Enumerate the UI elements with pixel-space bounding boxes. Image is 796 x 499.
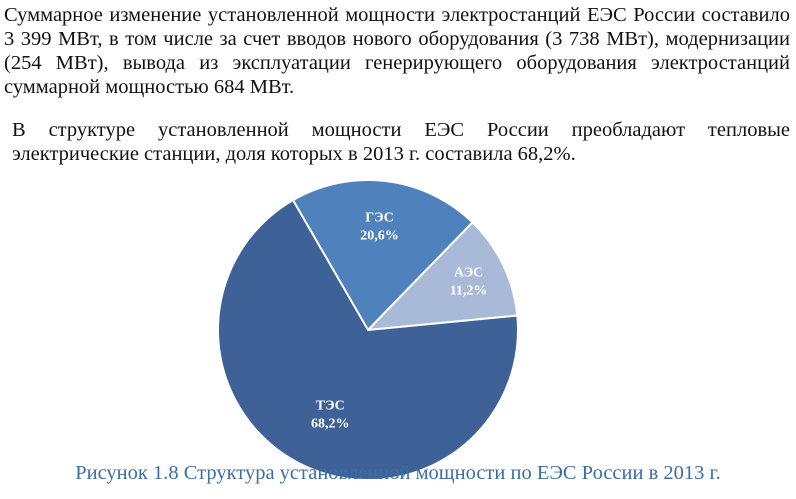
slice-category-label: ГЭС [365, 211, 394, 226]
slice-value-label: 20,6% [360, 229, 399, 244]
figure-caption: Рисунок 1.8 Структура установленной мощн… [75, 462, 721, 484]
slice-category-label: АЭС [454, 265, 483, 280]
paragraph-capacity-structure: В структуре установленной мощности ЕЭС Р… [12, 119, 790, 165]
pie-slice-2 [365, 220, 519, 332]
slice-category-label: ТЭС [316, 398, 345, 413]
slice-value-label: 68,2% [311, 416, 350, 431]
pie-slice-1 [291, 179, 474, 332]
slice-value-label: 11,2% [450, 283, 488, 298]
paragraph-capacity-change: Суммарное изменение установленной мощнос… [4, 4, 790, 98]
pie-slice-3 [217, 198, 519, 481]
